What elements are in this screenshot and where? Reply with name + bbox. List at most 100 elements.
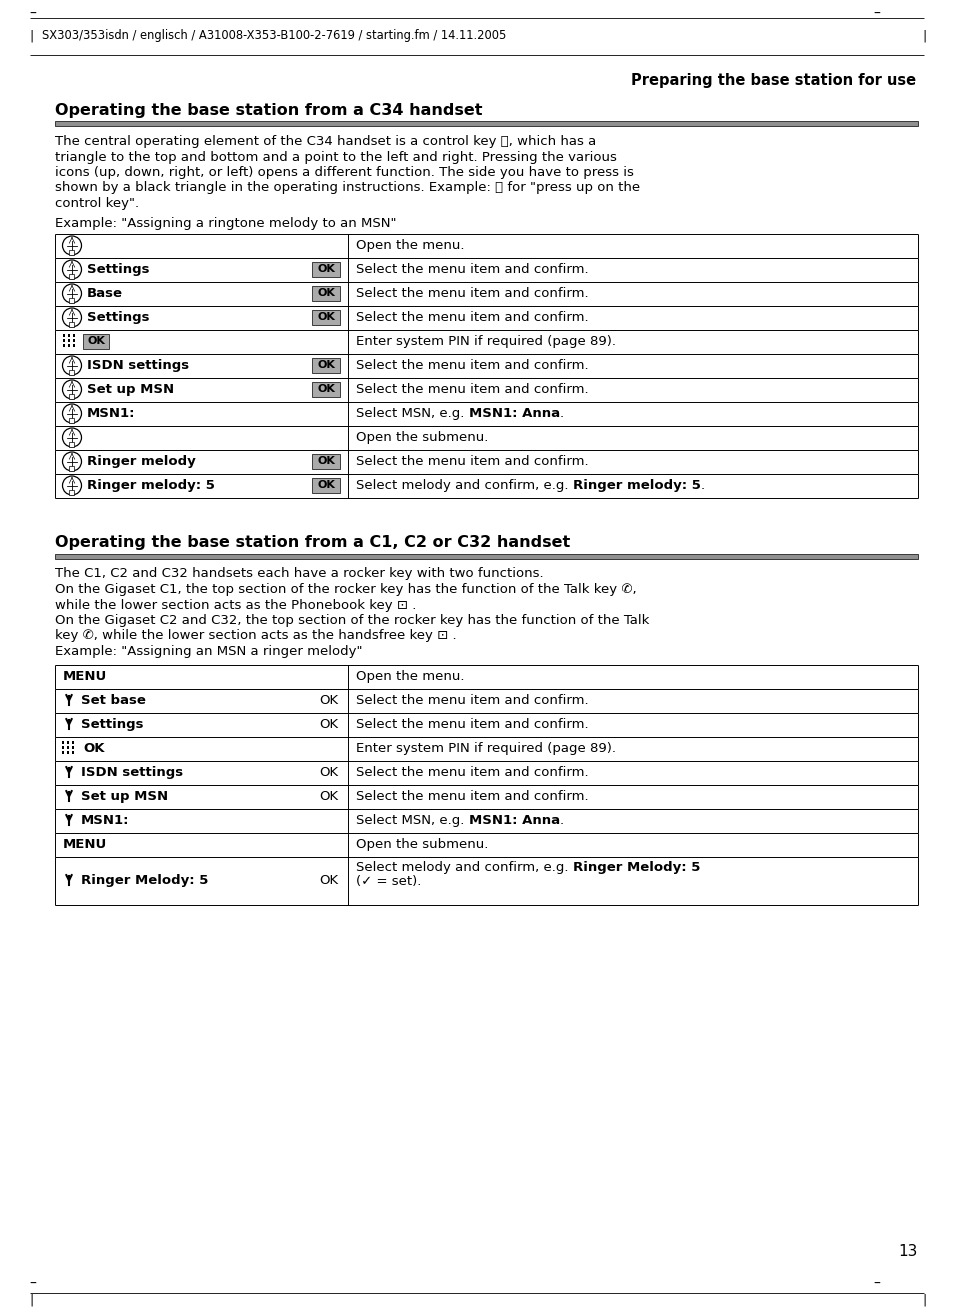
Text: while the lower section acts as the Phonebook key ⊡ .: while the lower section acts as the Phon… xyxy=(55,599,416,612)
Text: OK: OK xyxy=(316,361,335,370)
Text: OK: OK xyxy=(87,336,105,346)
Text: OK: OK xyxy=(316,456,335,467)
Text: OK: OK xyxy=(316,264,335,274)
Text: Select the menu item and confirm.: Select the menu item and confirm. xyxy=(355,383,588,396)
Bar xyxy=(70,418,74,423)
Text: OK: OK xyxy=(83,742,105,755)
Text: ISDN settings: ISDN settings xyxy=(81,766,183,779)
Text: OK: OK xyxy=(318,718,337,731)
Text: Example: "Assigning a ringtone melody to an MSN": Example: "Assigning a ringtone melody to… xyxy=(55,217,396,230)
Text: MSN1:: MSN1: xyxy=(87,406,135,420)
Text: Select melody and confirm, e.g.: Select melody and confirm, e.g. xyxy=(355,478,572,491)
Bar xyxy=(312,478,339,493)
Text: Select the menu item and confirm.: Select the menu item and confirm. xyxy=(355,694,588,707)
Text: Settings: Settings xyxy=(87,263,150,276)
Text: The C1, C2 and C32 handsets each have a rocker key with two functions.: The C1, C2 and C32 handsets each have a … xyxy=(55,567,543,580)
Bar xyxy=(71,752,74,754)
Text: key ✆, while the lower section acts as the handsfree key ⊡ .: key ✆, while the lower section acts as t… xyxy=(55,630,456,643)
Text: |: | xyxy=(29,1294,33,1307)
Text: Operating the base station from a C1, C2 or C32 handset: Operating the base station from a C1, C2… xyxy=(55,536,570,550)
Text: Settings: Settings xyxy=(81,718,143,731)
Bar xyxy=(63,344,65,346)
Bar xyxy=(312,454,339,469)
Text: Settings: Settings xyxy=(87,311,150,324)
Text: Example: "Assigning an MSN a ringer melody": Example: "Assigning an MSN a ringer melo… xyxy=(55,644,362,657)
Text: OK: OK xyxy=(318,874,337,887)
Text: –: – xyxy=(29,7,36,21)
Text: Open the submenu.: Open the submenu. xyxy=(355,431,488,444)
Text: OK: OK xyxy=(316,289,335,298)
Text: OK: OK xyxy=(316,384,335,395)
Text: |: | xyxy=(921,1294,925,1307)
Text: MSN1: Anna: MSN1: Anna xyxy=(468,406,559,420)
Bar xyxy=(70,395,74,399)
Bar xyxy=(70,467,74,472)
Text: OK: OK xyxy=(318,789,337,802)
Text: Enter system PIN if required (page 89).: Enter system PIN if required (page 89). xyxy=(355,335,616,348)
Bar xyxy=(312,261,339,277)
Text: ISDN settings: ISDN settings xyxy=(87,359,189,372)
Text: MENU: MENU xyxy=(63,838,107,851)
Bar xyxy=(70,323,74,327)
Bar xyxy=(72,340,75,341)
Bar xyxy=(72,335,75,337)
Text: |: | xyxy=(29,30,33,43)
Text: –: – xyxy=(872,1277,879,1291)
Text: On the Gigaset C1, the top section of the rocker key has the function of the Tal: On the Gigaset C1, the top section of th… xyxy=(55,583,636,596)
Bar xyxy=(67,746,70,749)
Bar xyxy=(72,344,75,346)
Bar xyxy=(70,442,74,447)
Text: control key".: control key". xyxy=(55,197,139,210)
Text: OK: OK xyxy=(318,694,337,707)
Text: Ringer melody: 5: Ringer melody: 5 xyxy=(572,478,700,491)
Text: MSN1:: MSN1: xyxy=(81,814,130,827)
Bar xyxy=(312,310,339,325)
Bar xyxy=(62,752,64,754)
Text: –: – xyxy=(29,1277,36,1291)
Text: Preparing the base station for use: Preparing the base station for use xyxy=(630,73,915,88)
Text: Select melody and confirm, e.g.: Select melody and confirm, e.g. xyxy=(355,861,572,874)
Text: Open the menu.: Open the menu. xyxy=(355,239,464,252)
Bar xyxy=(70,490,74,495)
Bar xyxy=(62,741,64,744)
Text: shown by a black triangle in the operating instructions. Example: Ⓢ for "press u: shown by a black triangle in the operati… xyxy=(55,182,639,195)
Bar xyxy=(70,298,74,303)
Text: Ringer melody: 5: Ringer melody: 5 xyxy=(87,478,214,491)
Text: .: . xyxy=(559,406,563,420)
Text: Ringer Melody: 5: Ringer Melody: 5 xyxy=(572,861,700,874)
Text: Enter system PIN if required (page 89).: Enter system PIN if required (page 89). xyxy=(355,742,616,755)
Bar xyxy=(71,746,74,749)
Text: Select the menu item and confirm.: Select the menu item and confirm. xyxy=(355,263,588,276)
Text: MSN1: Anna: MSN1: Anna xyxy=(468,814,559,827)
Bar xyxy=(67,752,70,754)
Text: Select the menu item and confirm.: Select the menu item and confirm. xyxy=(355,766,588,779)
Text: Ringer melody: Ringer melody xyxy=(87,455,195,468)
Text: On the Gigaset C2 and C32, the top section of the rocker key has the function of: On the Gigaset C2 and C32, the top secti… xyxy=(55,614,649,627)
Bar xyxy=(71,741,74,744)
Text: .: . xyxy=(559,814,563,827)
Text: .: . xyxy=(700,478,704,491)
Text: Base: Base xyxy=(87,288,123,301)
Text: triangle to the top and bottom and a point to the left and right. Pressing the v: triangle to the top and bottom and a poi… xyxy=(55,150,617,163)
Text: |: | xyxy=(921,30,925,43)
Text: Set up MSN: Set up MSN xyxy=(87,383,174,396)
Text: Select the menu item and confirm.: Select the menu item and confirm. xyxy=(355,455,588,468)
Text: 13: 13 xyxy=(898,1244,917,1260)
Bar xyxy=(68,335,71,337)
Text: SX303/353isdn / englisch / A31008-X353-B100-2-7619 / starting.fm / 14.11.2005: SX303/353isdn / englisch / A31008-X353-B… xyxy=(42,30,506,43)
Text: Select the menu item and confirm.: Select the menu item and confirm. xyxy=(355,718,588,731)
Bar xyxy=(68,340,71,341)
Text: Select the menu item and confirm.: Select the menu item and confirm. xyxy=(355,359,588,372)
Bar xyxy=(62,746,64,749)
Text: Operating the base station from a C34 handset: Operating the base station from a C34 ha… xyxy=(55,103,482,118)
Bar xyxy=(70,274,74,280)
Text: Set up MSN: Set up MSN xyxy=(81,789,168,802)
Text: MENU: MENU xyxy=(63,670,107,684)
Text: OK: OK xyxy=(316,481,335,490)
Text: icons (up, down, right, or left) opens a different function. The side you have t: icons (up, down, right, or left) opens a… xyxy=(55,166,633,179)
Bar xyxy=(55,122,917,125)
Bar xyxy=(83,335,109,349)
Bar xyxy=(70,250,74,255)
Bar xyxy=(67,741,70,744)
Bar xyxy=(63,335,65,337)
